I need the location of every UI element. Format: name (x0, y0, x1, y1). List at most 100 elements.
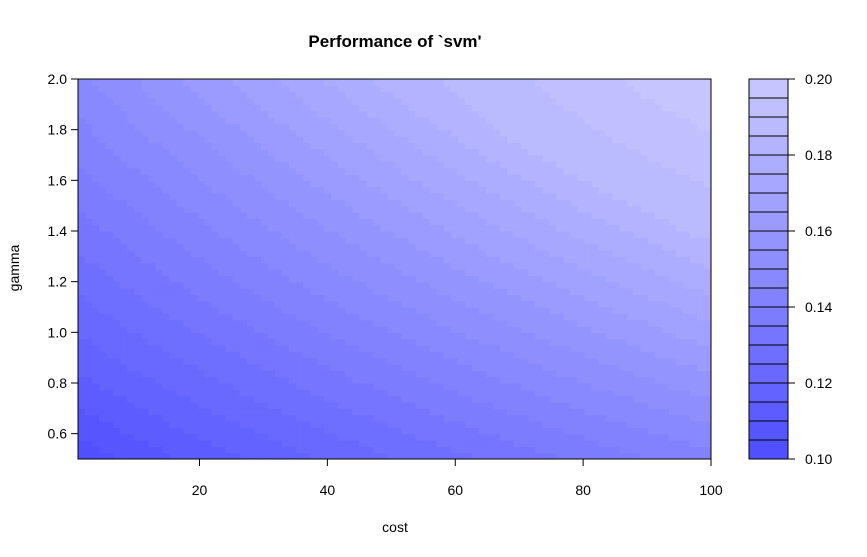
heat-cell (598, 142, 607, 150)
heat-cell (85, 402, 93, 409)
heat-cell (148, 142, 156, 150)
heat-cell (239, 250, 248, 257)
heat-cell (570, 370, 578, 378)
heat-cell (176, 79, 185, 86)
heat-cell (429, 446, 438, 454)
heat-cell (141, 307, 149, 314)
heat-cell (563, 383, 571, 390)
heat-cell (155, 383, 163, 390)
heat-cell (148, 243, 156, 251)
heat-cell (113, 313, 121, 321)
heat-cell (211, 345, 220, 352)
heat-cell (570, 446, 578, 454)
heat-cell (492, 421, 501, 428)
heat-cell (507, 281, 515, 289)
heat-cell (352, 117, 360, 124)
heat-cell (563, 123, 571, 131)
heat-cell (324, 256, 332, 264)
heat-cell (633, 155, 642, 162)
heat-cell (218, 129, 227, 137)
heat-cell (570, 136, 578, 143)
heat-cell (338, 294, 346, 302)
heat-cell (661, 427, 670, 435)
heat-cell (626, 370, 635, 378)
heat-cell (85, 142, 93, 150)
heat-cell (260, 98, 269, 105)
heat-cell (218, 79, 227, 86)
heat-cell (387, 300, 396, 308)
heat-cell (106, 408, 114, 416)
heat-cell (549, 433, 557, 441)
heat-cell (408, 85, 417, 93)
heat-cell (85, 433, 93, 441)
heat-cell (507, 414, 515, 422)
heat-cell (528, 326, 536, 333)
heat-cell (485, 142, 494, 150)
heat-cell (260, 205, 269, 213)
heat-cell (190, 427, 199, 435)
heat-cell (239, 237, 248, 245)
heat-cell (274, 364, 283, 371)
heat-cell (352, 129, 360, 137)
heat-cell (120, 110, 128, 118)
heat-cell (190, 91, 199, 99)
heat-cell (584, 357, 593, 365)
heat-cell (85, 231, 93, 238)
heat-cell (176, 218, 185, 226)
heat-cell (471, 446, 480, 454)
heat-cell (521, 294, 529, 302)
heat-cell (260, 275, 269, 283)
heat-cell (457, 446, 466, 454)
heat-cell (296, 167, 304, 175)
heat-cell (155, 262, 163, 270)
heat-cell (443, 294, 452, 302)
heat-cell (92, 91, 100, 99)
heat-cell (521, 212, 529, 219)
heat-cell (190, 79, 199, 86)
heat-cell (155, 180, 163, 188)
heat-cell (380, 186, 389, 194)
heat-cell (542, 307, 550, 314)
heat-cell (359, 357, 367, 365)
heat-cell (134, 123, 142, 131)
heat-cell (267, 231, 276, 238)
heat-cell (492, 256, 501, 264)
heat-cell (598, 104, 607, 112)
heat-cell (626, 142, 635, 150)
heat-cell (415, 180, 424, 188)
heat-cell (141, 186, 149, 194)
heat-cell (99, 326, 107, 333)
heat-cell (521, 288, 529, 295)
heat-cell (549, 402, 557, 409)
heat-cell (331, 117, 339, 124)
heat-cell (99, 91, 107, 99)
heat-cell (443, 389, 452, 397)
heat-cell (556, 300, 564, 308)
heat-cell (169, 351, 178, 359)
heat-cell (471, 123, 480, 131)
heat-cell (78, 389, 86, 397)
heat-cell (331, 224, 339, 232)
heat-cell (443, 262, 452, 270)
heat-cell (549, 212, 557, 219)
heat-cell (331, 269, 339, 276)
heat-cell (415, 319, 424, 327)
heat-cell (85, 275, 93, 283)
heat-cell (394, 389, 403, 397)
heat-cell (401, 345, 410, 352)
heat-cell (380, 402, 389, 409)
heat-cell (211, 123, 220, 131)
heat-cell (218, 250, 227, 257)
heat-cell (464, 243, 473, 251)
heat-cell (478, 199, 487, 207)
heat-cell (415, 357, 424, 365)
heat-cell (640, 319, 649, 327)
heat-cell (429, 319, 438, 327)
heat-cell (92, 383, 100, 390)
heat-cell (542, 383, 550, 390)
heat-cell (457, 256, 466, 264)
heat-cell (563, 212, 571, 219)
heat-cell (598, 300, 607, 308)
heat-cell (366, 440, 374, 447)
heat-cell (535, 186, 543, 194)
